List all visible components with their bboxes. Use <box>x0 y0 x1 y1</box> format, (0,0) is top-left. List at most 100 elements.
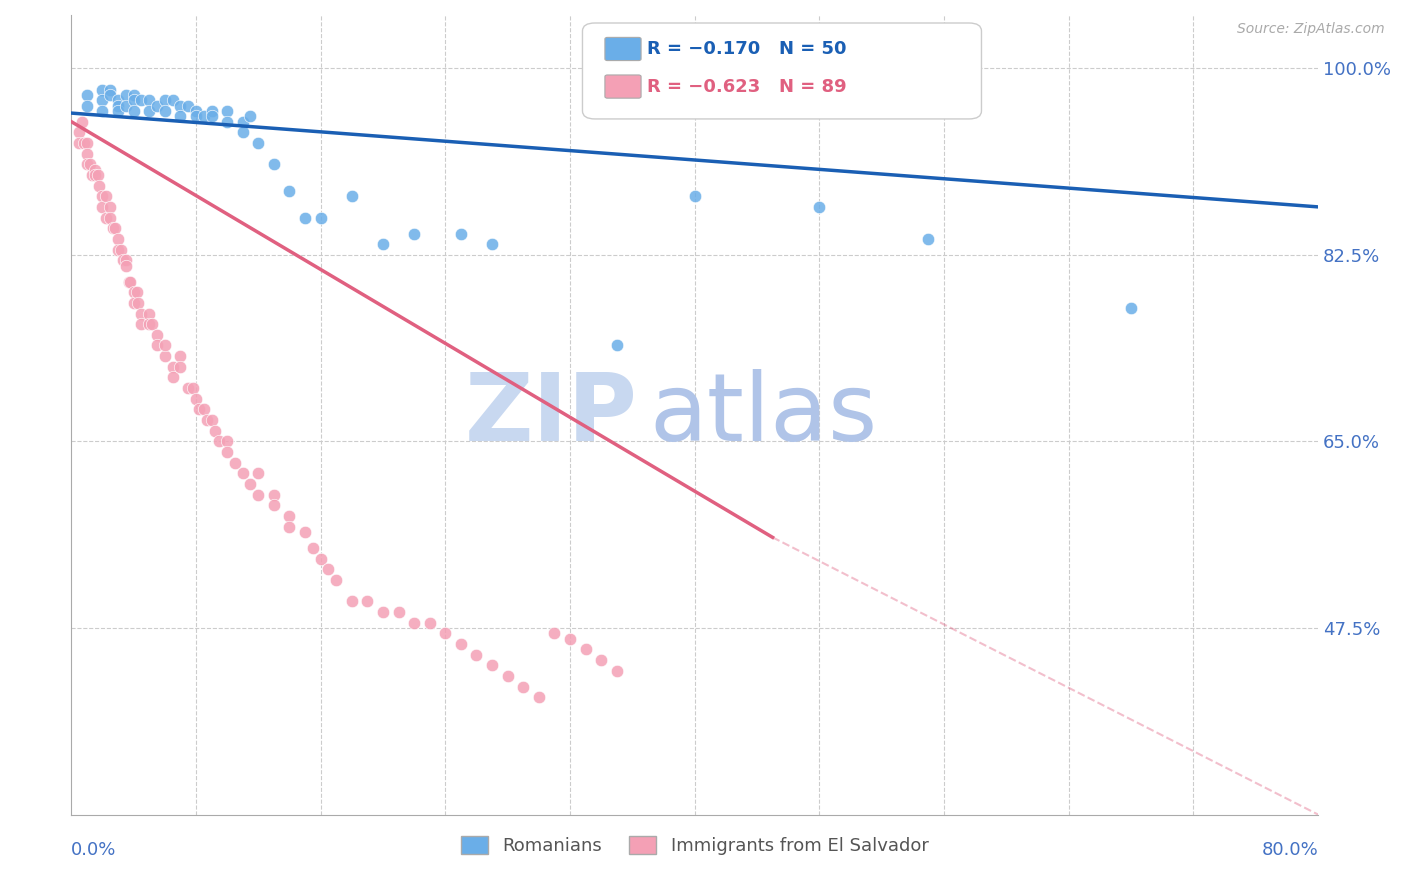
Point <box>232 114 254 128</box>
Point <box>98 211 121 225</box>
Point <box>98 82 121 96</box>
Legend: Romanians, Immigrants from El Salvador: Romanians, Immigrants from El Salvador <box>446 822 943 870</box>
Point <box>917 232 939 246</box>
Point <box>94 211 117 225</box>
Point <box>808 200 831 214</box>
Point <box>184 392 207 406</box>
Point <box>294 524 316 539</box>
Point <box>94 189 117 203</box>
Point <box>76 157 98 171</box>
Point <box>239 109 262 123</box>
Point <box>301 541 323 555</box>
Point <box>76 136 98 150</box>
Point <box>107 232 129 246</box>
Point <box>232 125 254 139</box>
Point <box>91 82 114 96</box>
Point <box>340 594 363 608</box>
Point <box>419 615 441 630</box>
Point <box>325 573 347 587</box>
Point <box>1119 301 1142 315</box>
Point <box>107 243 129 257</box>
Point <box>114 259 136 273</box>
Point <box>606 338 628 352</box>
Point <box>162 93 184 107</box>
FancyBboxPatch shape <box>605 37 641 61</box>
Point <box>138 317 160 331</box>
Point <box>193 109 215 123</box>
Point <box>153 93 176 107</box>
Point <box>481 237 503 252</box>
Point <box>387 605 409 619</box>
Point <box>169 359 191 374</box>
Point <box>558 632 581 646</box>
Point <box>217 445 239 459</box>
Point <box>527 690 550 705</box>
Point <box>263 488 285 502</box>
Point <box>131 93 153 107</box>
Point <box>87 168 110 182</box>
Point <box>591 653 613 667</box>
Point <box>294 211 316 225</box>
FancyBboxPatch shape <box>582 23 981 119</box>
Point <box>450 227 472 241</box>
Point <box>89 178 111 193</box>
Point <box>79 157 101 171</box>
Point <box>146 98 169 112</box>
Point <box>83 162 105 177</box>
Point <box>141 317 163 331</box>
Point <box>80 168 103 182</box>
Point <box>122 103 145 118</box>
Point <box>107 98 129 112</box>
Point <box>127 296 149 310</box>
Point <box>217 103 239 118</box>
Point <box>118 275 141 289</box>
Text: R = −0.170   N = 50: R = −0.170 N = 50 <box>647 40 846 58</box>
Point <box>76 87 98 102</box>
Point <box>153 103 176 118</box>
Point <box>208 434 231 449</box>
Point <box>76 98 98 112</box>
Point <box>512 680 534 694</box>
Point <box>91 93 114 107</box>
Text: R = −0.623   N = 89: R = −0.623 N = 89 <box>647 78 846 96</box>
Point <box>247 488 270 502</box>
Point <box>195 413 218 427</box>
Text: atlas: atlas <box>650 368 877 461</box>
Point <box>434 626 457 640</box>
Point <box>162 370 184 384</box>
Point <box>114 87 136 102</box>
Point <box>91 200 114 214</box>
Point <box>70 114 93 128</box>
Point <box>371 237 394 252</box>
Text: Source: ZipAtlas.com: Source: ZipAtlas.com <box>1237 22 1385 37</box>
Point <box>278 519 301 533</box>
Point <box>111 253 134 268</box>
Point <box>247 136 270 150</box>
Text: 0.0%: 0.0% <box>72 841 117 859</box>
Point <box>204 424 226 438</box>
Point <box>683 189 706 203</box>
Point <box>340 189 363 203</box>
Point <box>107 93 129 107</box>
Point <box>131 306 153 320</box>
Point <box>543 626 565 640</box>
Point <box>162 359 184 374</box>
Point <box>114 253 136 268</box>
Point <box>318 562 340 576</box>
Point <box>67 125 90 139</box>
Point <box>83 168 105 182</box>
Point <box>169 109 191 123</box>
Point <box>247 467 270 481</box>
Point <box>263 157 285 171</box>
Point <box>138 93 160 107</box>
Point <box>169 98 191 112</box>
Point <box>181 381 204 395</box>
Point <box>177 98 200 112</box>
Point <box>122 296 145 310</box>
Point <box>606 664 628 678</box>
Point <box>103 221 125 235</box>
Point <box>146 338 169 352</box>
Point <box>188 402 211 417</box>
Point <box>122 93 145 107</box>
Point <box>309 551 332 566</box>
